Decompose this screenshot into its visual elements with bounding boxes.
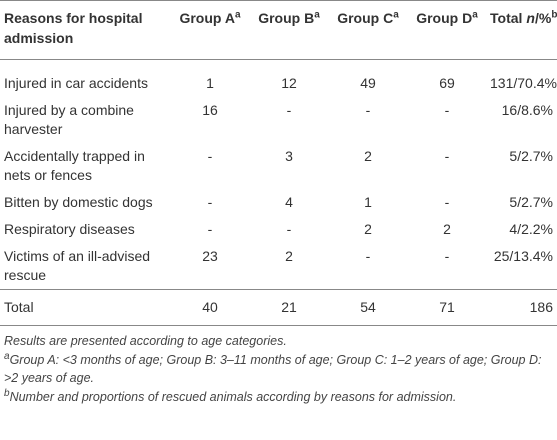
value-cell: 1 — [206, 75, 214, 91]
value-cell: - — [207, 221, 213, 237]
value-cell: - — [286, 221, 292, 237]
table-row: Accidentally trapped in nets or fences - 3… — [0, 143, 557, 189]
value-cell: 12 — [281, 75, 297, 91]
reason-cell: Injured in car accidents — [4, 75, 148, 91]
note-text: Group A: <3 months of age; Group B: 3–11… — [4, 352, 542, 386]
reason-cell: Injured by a combine harvester — [4, 102, 134, 137]
total-cell: 40 — [170, 289, 250, 326]
reason-cell: Respiratory diseases — [4, 221, 135, 237]
value-cell: 69 — [439, 75, 455, 91]
value-cell: - — [207, 194, 213, 210]
note-superscript: a — [4, 350, 10, 362]
value-cell: 23 — [202, 248, 218, 264]
header-rest: /% — [534, 10, 552, 26]
value-cell: 5/2.7% — [509, 148, 553, 164]
reason-cell: Bitten by domestic dogs — [4, 194, 153, 210]
value-cell: - — [444, 148, 450, 164]
total-row: Total 40 21 54 71 186 — [0, 289, 557, 326]
value-cell: - — [207, 148, 213, 164]
value-cell: 49 — [360, 75, 376, 91]
header-label: Group D — [416, 10, 473, 26]
value-cell: 4/2.2% — [509, 221, 553, 237]
value-cell: 2 — [285, 248, 293, 264]
table-row: Injured by a combine harvester 16 - - - 16/8.… — [0, 97, 557, 143]
total-cell: 71 — [408, 289, 486, 326]
value-cell: 2 — [364, 221, 372, 237]
header-cell: Total n/%b — [486, 0, 557, 60]
value-cell: 5/2.7% — [509, 194, 553, 210]
header-superscript: a — [234, 9, 241, 21]
reason-cell: Accidentally trapped in nets or fences — [4, 148, 145, 183]
value-cell: 4 — [285, 194, 293, 210]
value-cell: - — [286, 102, 292, 118]
table-body: Injured in car accidents 1 12 49 69 131/70.4%… — [0, 60, 557, 326]
value-cell: - — [365, 102, 371, 118]
note-superscript: b — [4, 387, 10, 399]
value-cell: - — [444, 102, 450, 118]
header-cell: Group Ca — [328, 0, 408, 60]
value-cell: 131/70.4% — [490, 75, 557, 91]
total-cell: 21 — [250, 289, 328, 326]
header-superscript: a — [472, 9, 478, 21]
header-superscript: a — [393, 9, 399, 21]
value-cell: 16 — [202, 102, 218, 118]
value-cell: - — [365, 248, 371, 264]
header-label: Group C — [337, 10, 394, 26]
total-cell: 54 — [328, 289, 408, 326]
header-cell: Group Ba — [250, 0, 328, 60]
value-cell: 16/8.6% — [501, 102, 553, 118]
total-cell: 186 — [486, 289, 557, 326]
header-label: Group B — [258, 10, 315, 26]
header-superscript: b — [551, 9, 557, 21]
value-cell: - — [444, 248, 450, 264]
note-text: Results are presented according to age c… — [4, 334, 287, 348]
header-italic: n — [526, 10, 535, 26]
header-label: Group A — [179, 10, 235, 26]
value-cell: 2 — [364, 148, 372, 164]
reason-cell: Victims of an ill-advised rescue — [4, 248, 151, 283]
value-cell: 1 — [364, 194, 372, 210]
header-cell: Group Da — [408, 0, 486, 60]
note: aGroup A: <3 months of age; Group B: 3–1… — [4, 351, 553, 388]
value-cell: 25/13.4% — [493, 248, 553, 264]
header-cell: Reasons for hospital admission — [0, 0, 170, 60]
header-label: Total — [490, 10, 523, 26]
header-cell: Group Aa — [170, 0, 250, 60]
table-row: Bitten by domestic dogs - 4 1 - 5/2.7% — [0, 189, 557, 216]
header-row: Reasons for hospital admission Group Aa Gr… — [0, 0, 557, 60]
value-cell: 3 — [285, 148, 293, 164]
value-cell: - — [444, 194, 450, 210]
table-row: Victims of an ill-advised rescue 23 2 - - 25/… — [0, 243, 557, 290]
header-label: Reasons for hospital admission — [4, 10, 143, 46]
table-row: Injured in car accidents 1 12 49 69 131/70.4% — [0, 60, 557, 98]
header-superscript: a — [314, 9, 320, 21]
notes: Results are presented according to age c… — [0, 326, 557, 406]
total-label: Total — [0, 289, 170, 326]
note: bNumber and proportions of rescued anima… — [4, 388, 553, 407]
note: Results are presented according to age c… — [4, 332, 553, 351]
note-text: Number and proportions of rescued animal… — [9, 389, 457, 404]
table-row: Respiratory diseases - - 2 2 4/2.2% — [0, 216, 557, 243]
value-cell: 2 — [443, 221, 451, 237]
table: Reasons for hospital admission Group Aa Gr… — [0, 0, 557, 326]
